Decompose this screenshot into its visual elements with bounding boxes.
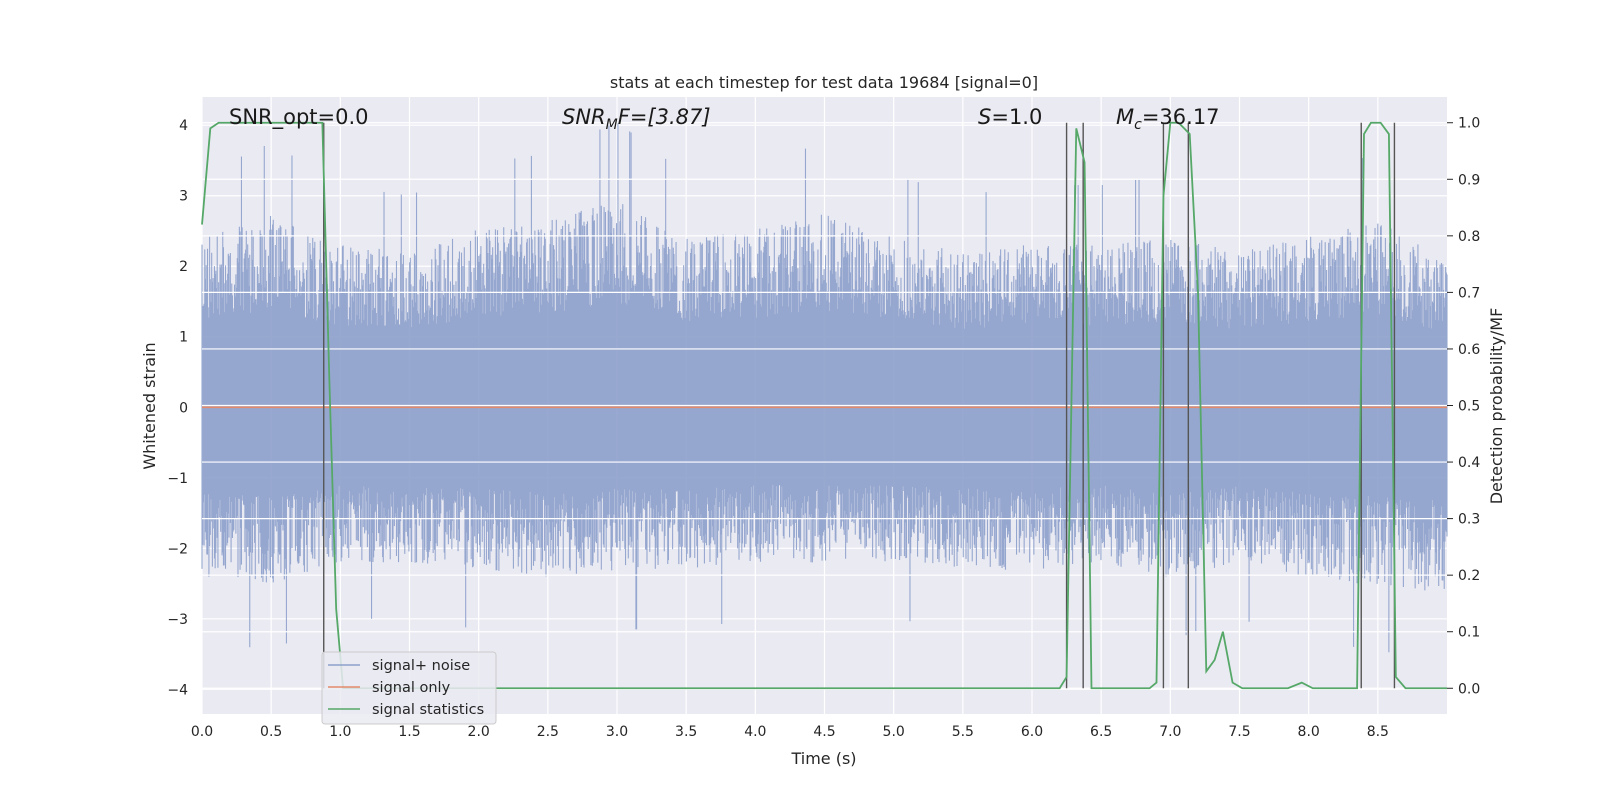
y2-tick-label: 0.7 (1458, 285, 1480, 301)
annotation-mc: Mc=36.17 (1116, 105, 1220, 133)
legend-box (321, 651, 497, 725)
x-tick-label: 3.0 (606, 724, 628, 740)
x-axis-ticks: 0.0 0.5 1.0 1.5 2.0 2.5 3.0 3.5 4.0 4.5 5.0 5.5 6.0 6… (191, 724, 1389, 740)
x-tick-label: 7.0 (1159, 724, 1181, 740)
y2-tick-label: 0.1 (1458, 625, 1480, 641)
y2-axis-label: Detection probability/MF (1487, 308, 1506, 505)
x-tick-label: 4.5 (813, 724, 835, 740)
x-tick-label: 7.5 (1228, 724, 1250, 740)
y-tick-label: −4 (167, 682, 188, 698)
x-axis-label: Time (s) (790, 749, 856, 768)
y2-tick-label: 0.6 (1458, 342, 1480, 358)
y2-tick-label: 0.0 (1458, 681, 1480, 697)
legend-label-signal-noise: signal+ noise (372, 658, 470, 674)
legend: signal+ noise signal only signal statist… (321, 651, 497, 725)
annotation-mc-sub: c (1134, 117, 1142, 133)
annotation-mc-rest: =36.17 (1142, 105, 1220, 129)
annotation-snr-opt: SNR_opt=0.0 (229, 105, 369, 130)
x-tick-label: 4.0 (744, 724, 766, 740)
y-tick-label: 0 (179, 400, 188, 416)
y2-tick-label: 1.0 (1458, 116, 1480, 132)
y-axis-label: Whitened strain (140, 342, 159, 469)
x-tick-label: 2.5 (537, 724, 559, 740)
x-tick-label: 6.0 (1021, 724, 1043, 740)
y-tick-label: −1 (167, 471, 188, 487)
y2-tick-label: 0.8 (1458, 229, 1480, 245)
x-tick-label: 1.0 (329, 724, 351, 740)
y-tick-label: −2 (167, 541, 188, 557)
legend-label-signal-only: signal only (372, 680, 451, 696)
y2-tick-label: 0.9 (1458, 172, 1480, 188)
x-tick-label: 5.0 (883, 724, 905, 740)
annotation-snr-mf-base: SNR (562, 105, 606, 129)
x-tick-label: 5.5 (952, 724, 974, 740)
x-tick-label: 2.0 (468, 724, 490, 740)
y2-axis-ticks: 0.0 0.1 0.2 0.3 0.4 0.5 0.6 0.7 0.8 0.9 1.0 (1447, 116, 1480, 697)
y2-tick-label: 0.3 (1458, 512, 1480, 528)
annotation-mc-base: M (1116, 105, 1134, 129)
x-tick-label: 1.5 (398, 724, 420, 740)
annotation-snr-mf-rest: F=[3.87] (618, 105, 711, 129)
y-tick-label: 4 (179, 118, 188, 134)
x-tick-label: 8.0 (1298, 724, 1320, 740)
x-tick-label: 0.5 (260, 724, 282, 740)
y2-tick-label: 0.2 (1458, 568, 1480, 584)
y2-tick-label: 0.5 (1458, 399, 1480, 415)
y2-tick-label: 0.4 (1458, 455, 1480, 471)
annotation-snr-mf-sub: M (606, 117, 618, 133)
y-axis-ticks: −4 −3 −2 −1 0 1 2 3 4 (167, 118, 188, 698)
y-tick-label: 3 (179, 189, 188, 205)
y-tick-label: 2 (179, 259, 188, 275)
chart-title: stats at each timestep for test data 196… (610, 73, 1038, 92)
annotation-s-rest: =1.0 (991, 105, 1042, 129)
y-tick-label: −3 (167, 612, 188, 628)
legend-label-signal-statistics: signal statistics (372, 702, 484, 718)
y-tick-label: 1 (179, 330, 188, 346)
annotation-snr-mf: SNRMF=[3.87] (562, 105, 711, 133)
x-tick-label: 6.5 (1090, 724, 1112, 740)
x-tick-label: 0.0 (191, 724, 213, 740)
x-tick-label: 3.5 (675, 724, 697, 740)
annotation-s-base: S (978, 105, 991, 129)
x-tick-label: 8.5 (1367, 724, 1389, 740)
annotation-s: S=1.0 (978, 105, 1042, 129)
